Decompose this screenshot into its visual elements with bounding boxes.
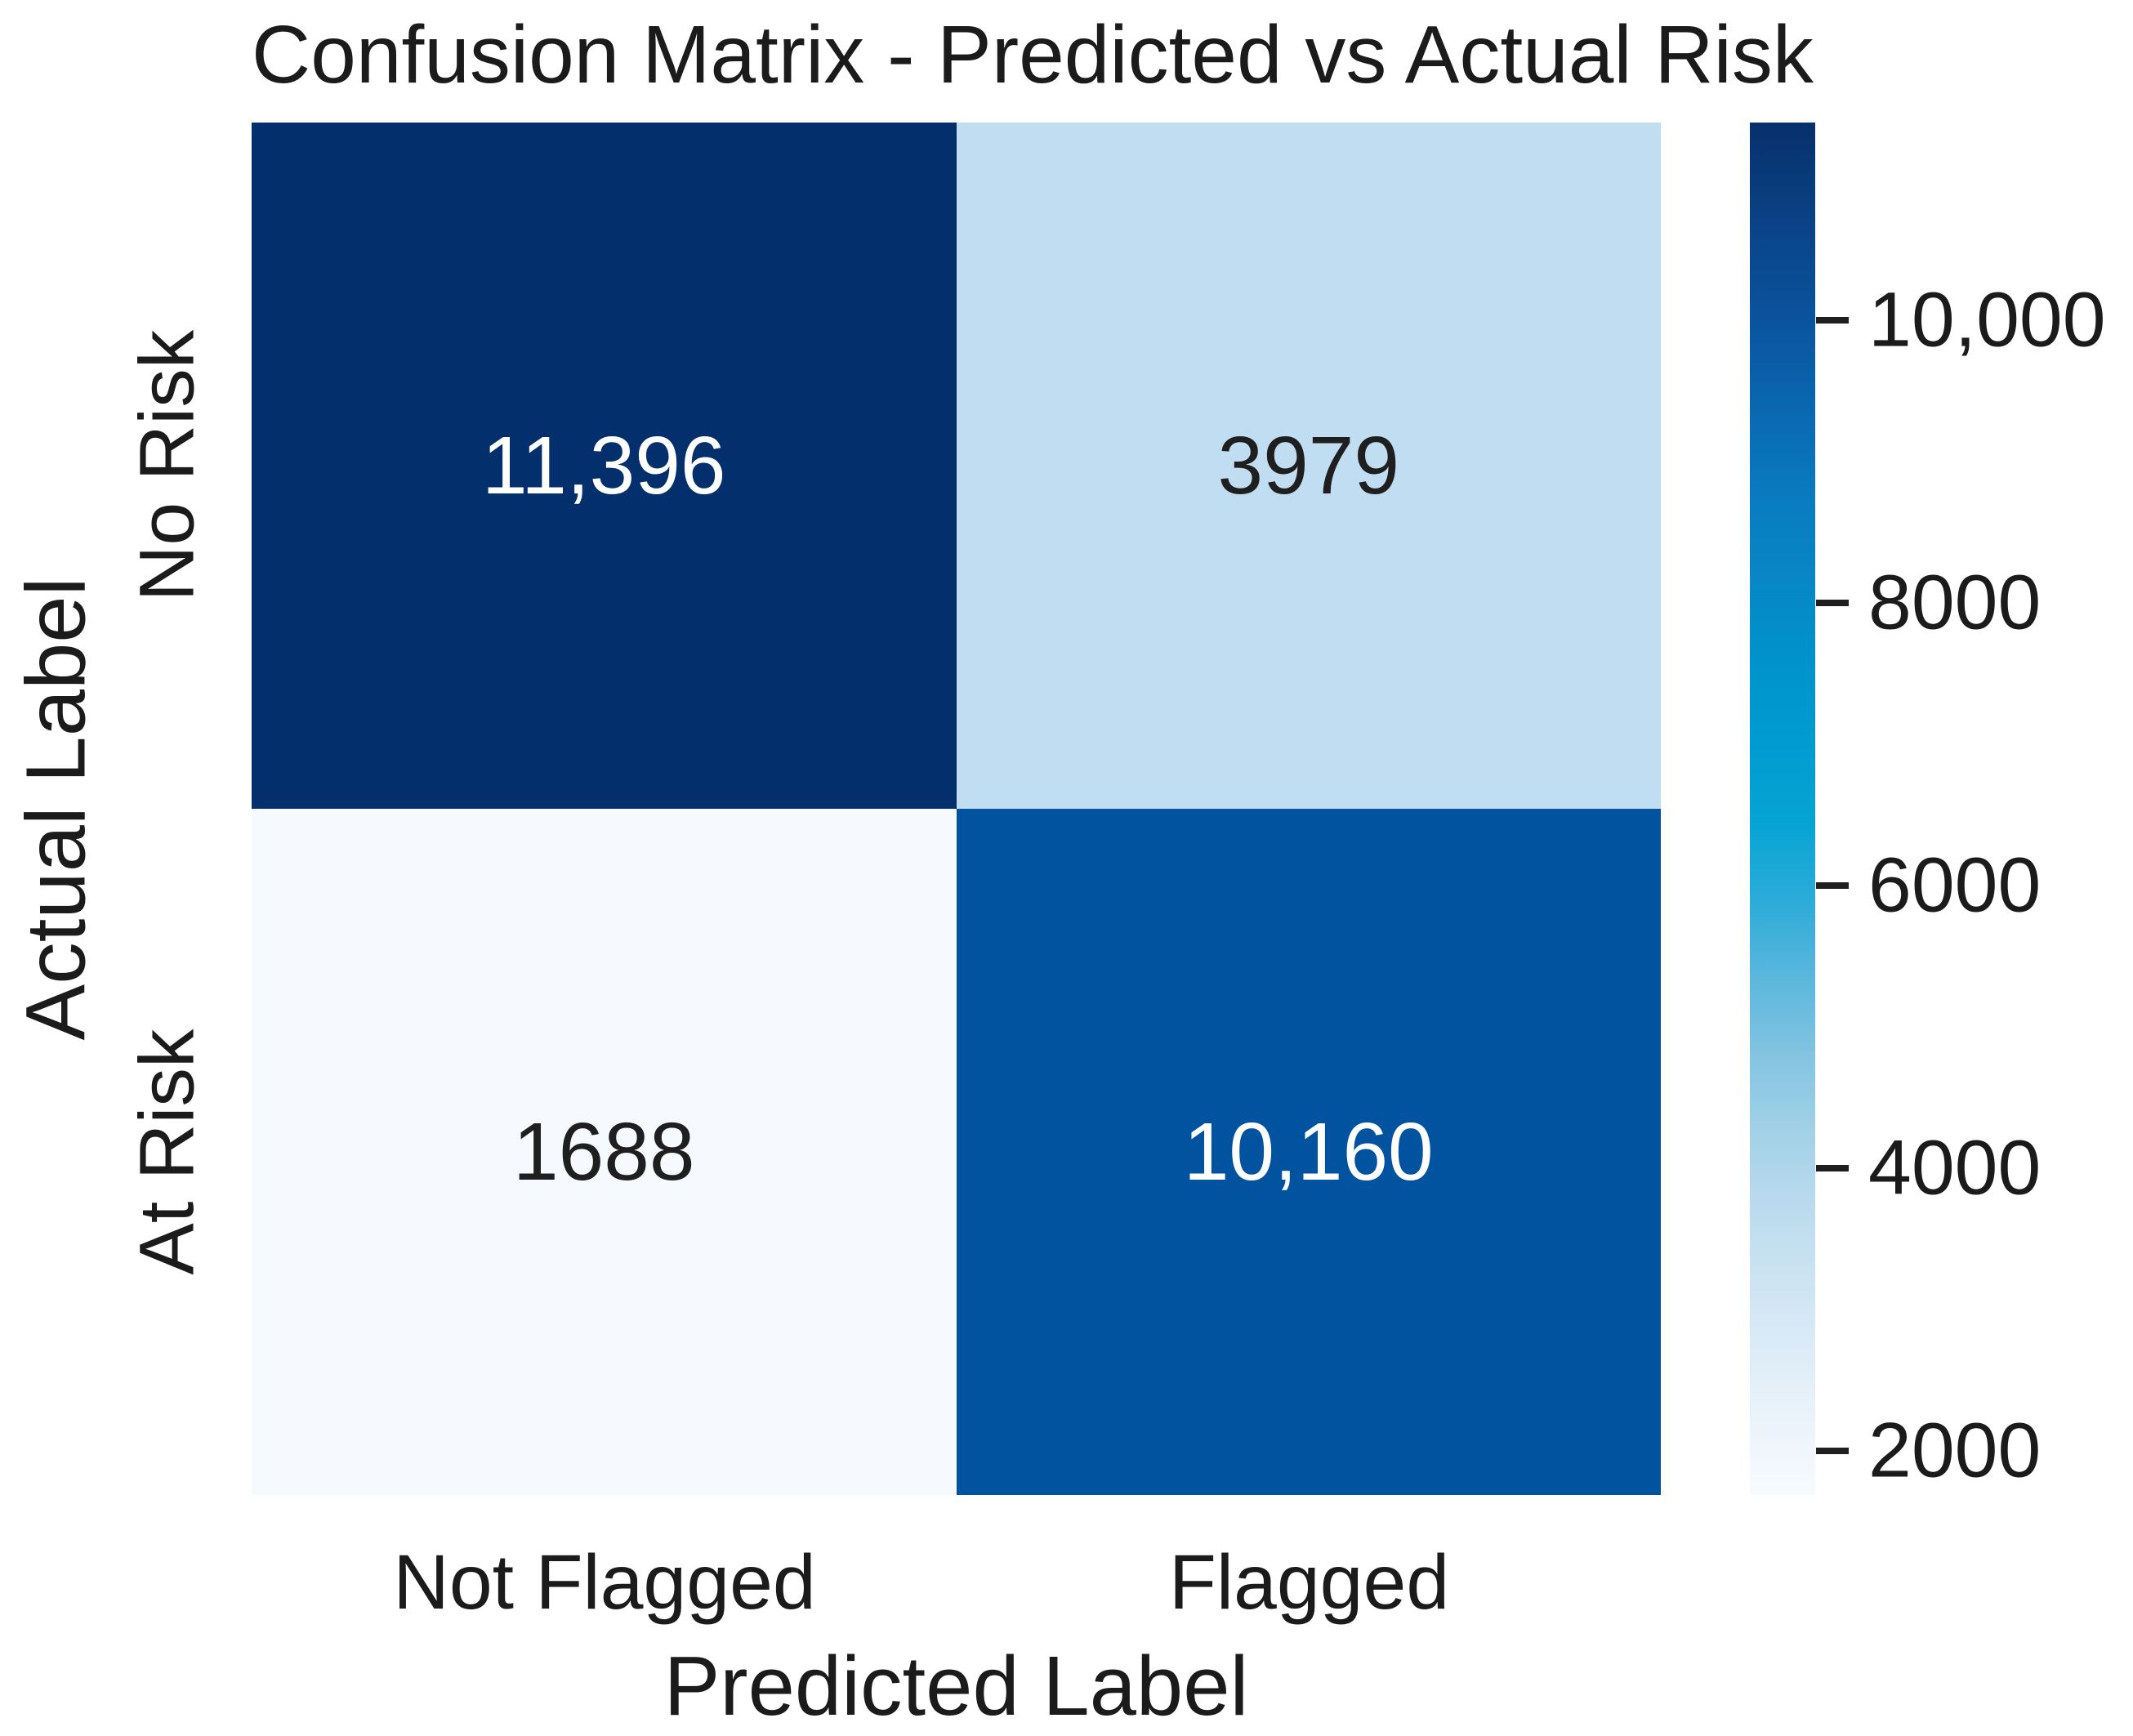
colorbar-tick-mark (1816, 882, 1849, 889)
heatmap-cell-no-risk-not-flagged: 11,396 (252, 123, 957, 809)
x-tick-flagged: Flagged (1168, 1539, 1450, 1626)
y-tick-at-risk: At Risk (123, 1029, 211, 1275)
colorbar-tick-label-4000: 4000 (1868, 1124, 2042, 1212)
colorbar-tick-mark (1816, 1165, 1849, 1171)
chart-title: Confusion Matrix - Predicted vs Actual R… (252, 9, 1814, 100)
colorbar (1750, 123, 1815, 1495)
colorbar-tick-mark (1816, 1448, 1849, 1454)
heatmap-grid: 11,396 3979 1688 10,160 (252, 123, 1661, 1495)
colorbar-tick-mark (1816, 317, 1849, 324)
cell-value-true-negative: 11,396 (482, 420, 726, 511)
heatmap-cell-no-risk-flagged: 3979 (956, 123, 1661, 809)
heatmap-cell-at-risk-flagged: 10,160 (956, 809, 1661, 1495)
colorbar-tick-label-6000: 6000 (1868, 841, 2042, 929)
cell-value-true-positive: 10,160 (1183, 1106, 1434, 1198)
colorbar-tick-label-8000: 8000 (1868, 559, 2042, 646)
y-axis-label: Actual Label (8, 577, 103, 1041)
x-axis-label: Predicted Label (663, 1639, 1249, 1733)
cell-value-false-positive: 3979 (1217, 420, 1399, 511)
y-tick-no-risk: No Risk (123, 329, 211, 602)
x-tick-not-flagged: Not Flagged (393, 1539, 816, 1626)
cell-value-false-negative: 1688 (513, 1106, 695, 1198)
colorbar-tick-label-10000: 10,000 (1868, 276, 2106, 364)
colorbar-tick-mark (1816, 600, 1849, 606)
colorbar-tick-label-2000: 2000 (1868, 1407, 2042, 1494)
heatmap-cell-at-risk-not-flagged: 1688 (252, 809, 957, 1495)
